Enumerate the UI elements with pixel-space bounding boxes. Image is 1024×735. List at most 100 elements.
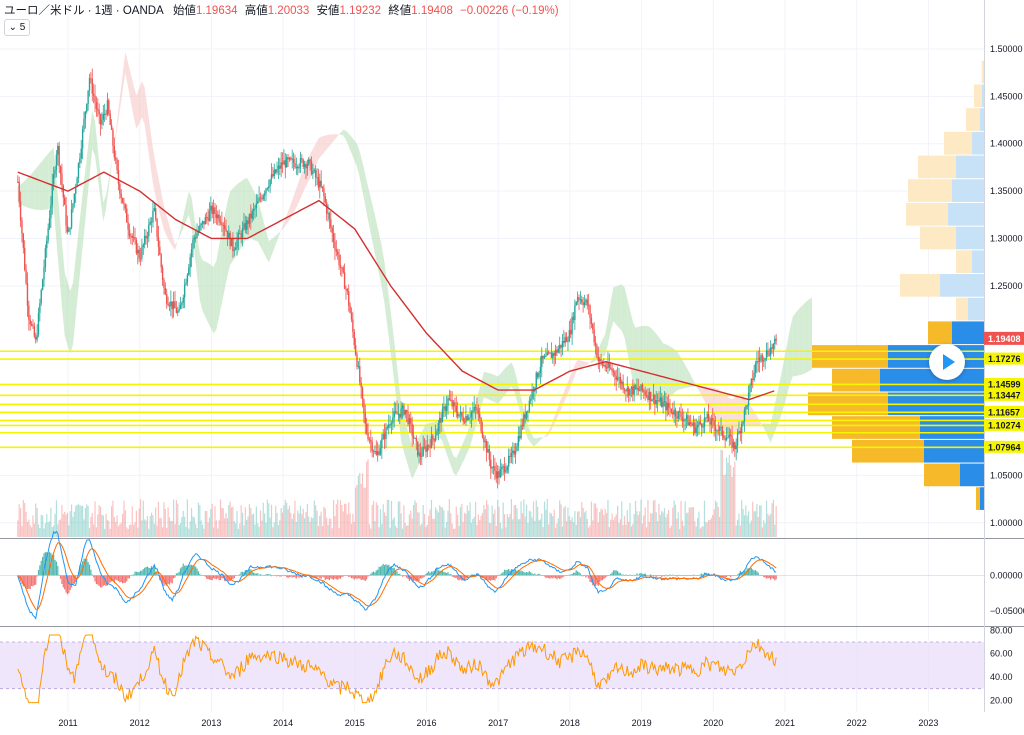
symbol-title[interactable]: ユーロ／米ドル · 1週 · OANDA bbox=[4, 5, 164, 17]
macd-histogram-bar bbox=[623, 574, 624, 575]
volume-bar bbox=[63, 514, 64, 537]
candle-body bbox=[565, 337, 566, 343]
volume-bar bbox=[85, 508, 86, 537]
volume-bar bbox=[395, 526, 396, 537]
macd-histogram-bar bbox=[238, 575, 239, 576]
candle-body bbox=[67, 225, 68, 231]
volume-bar bbox=[347, 514, 348, 537]
kumo-segment bbox=[269, 239, 272, 262]
rsi-pane[interactable] bbox=[0, 635, 984, 703]
play-button[interactable] bbox=[929, 344, 965, 380]
volume-bar bbox=[300, 506, 301, 537]
volume-bar bbox=[59, 520, 60, 537]
macd-histogram-bar bbox=[420, 575, 421, 578]
volume-bar bbox=[563, 508, 564, 537]
indicator-toggle[interactable]: ⌄ 5 bbox=[4, 19, 30, 36]
vp-bar-orange bbox=[852, 440, 924, 463]
candle-body bbox=[231, 239, 232, 247]
candle-body bbox=[57, 146, 58, 155]
macd-histogram-bar bbox=[279, 575, 280, 576]
volume-bar bbox=[389, 528, 390, 537]
volume-bar bbox=[298, 513, 299, 537]
volume-bar bbox=[766, 501, 767, 537]
candle-body bbox=[722, 427, 723, 436]
volume-bar bbox=[634, 514, 635, 537]
macd-histogram-bar bbox=[403, 575, 404, 576]
kumo-segment bbox=[798, 307, 801, 376]
candle-body bbox=[667, 403, 668, 411]
volume-bar bbox=[744, 515, 745, 537]
volume-bar bbox=[271, 505, 272, 537]
macd-histogram-bar bbox=[551, 575, 552, 577]
macd-histogram-bar bbox=[365, 575, 366, 581]
candle-body bbox=[624, 389, 625, 390]
volume-bar bbox=[752, 502, 753, 537]
candle-body bbox=[462, 417, 463, 422]
price-tick-label: 1.00000 bbox=[990, 518, 1023, 528]
candle-body bbox=[79, 158, 80, 163]
volume-bar bbox=[129, 525, 130, 537]
candle-body bbox=[345, 289, 346, 290]
macd-histogram-bar bbox=[370, 574, 371, 576]
volume-bar bbox=[231, 507, 232, 537]
volume-bar bbox=[321, 512, 322, 537]
price-tick-label: 1.05000 bbox=[990, 470, 1023, 480]
volume-bar bbox=[460, 507, 461, 537]
vp-bar-blue bbox=[920, 416, 984, 439]
x-tick-label: 2021 bbox=[775, 718, 795, 728]
kumo-segment bbox=[385, 263, 388, 326]
vp-bar-orange bbox=[944, 132, 972, 155]
candle-body bbox=[504, 466, 505, 472]
candle-body bbox=[486, 441, 487, 453]
macd-histogram-bar bbox=[756, 571, 757, 575]
macd-histogram-bar bbox=[60, 575, 61, 578]
volume-bar bbox=[192, 517, 193, 537]
macd-histogram-bar bbox=[497, 575, 498, 576]
macd-pane[interactable] bbox=[0, 532, 984, 619]
macd-histogram-bar bbox=[734, 575, 735, 576]
volume-bar bbox=[605, 509, 606, 537]
candle-body bbox=[694, 423, 695, 433]
volume-bar bbox=[140, 499, 141, 537]
candle-body bbox=[347, 289, 348, 291]
macd-histogram-bar bbox=[632, 575, 633, 576]
x-tick-label: 2014 bbox=[273, 718, 293, 728]
volume-bar bbox=[514, 505, 515, 537]
macd-histogram-bar bbox=[763, 575, 764, 577]
volume-bar bbox=[162, 527, 163, 537]
volume-bar bbox=[275, 506, 276, 537]
candle-body bbox=[588, 305, 589, 306]
kumo-segment bbox=[710, 387, 713, 415]
candle-body bbox=[20, 202, 21, 221]
candle-body bbox=[169, 305, 170, 306]
candle-body bbox=[212, 206, 213, 214]
volume-bar bbox=[424, 514, 425, 537]
volume-bar bbox=[17, 520, 18, 537]
candle-body bbox=[127, 222, 128, 229]
candle-body bbox=[403, 405, 404, 414]
kumo-segment bbox=[92, 110, 95, 156]
candle-body bbox=[762, 355, 763, 361]
volume-bar bbox=[519, 519, 520, 537]
candle-body bbox=[526, 411, 527, 418]
candle-body bbox=[574, 305, 575, 320]
volume-bar bbox=[344, 504, 345, 537]
candle-body bbox=[269, 180, 270, 187]
candle-body bbox=[598, 357, 599, 361]
volume-bar bbox=[740, 526, 741, 537]
volume-bar bbox=[578, 511, 579, 537]
candle-body bbox=[508, 456, 509, 467]
play-icon bbox=[943, 354, 955, 370]
volume-bar bbox=[555, 528, 556, 537]
macd-histogram-bar bbox=[616, 570, 617, 575]
volume-bar bbox=[245, 507, 246, 537]
candle-body bbox=[126, 209, 127, 223]
kumo-segment bbox=[167, 216, 170, 241]
volume-bar bbox=[316, 511, 317, 537]
macd-histogram-bar bbox=[115, 575, 116, 579]
candle-body bbox=[432, 436, 433, 439]
macd-histogram-bar bbox=[318, 575, 319, 576]
macd-histogram-bar bbox=[143, 569, 144, 575]
